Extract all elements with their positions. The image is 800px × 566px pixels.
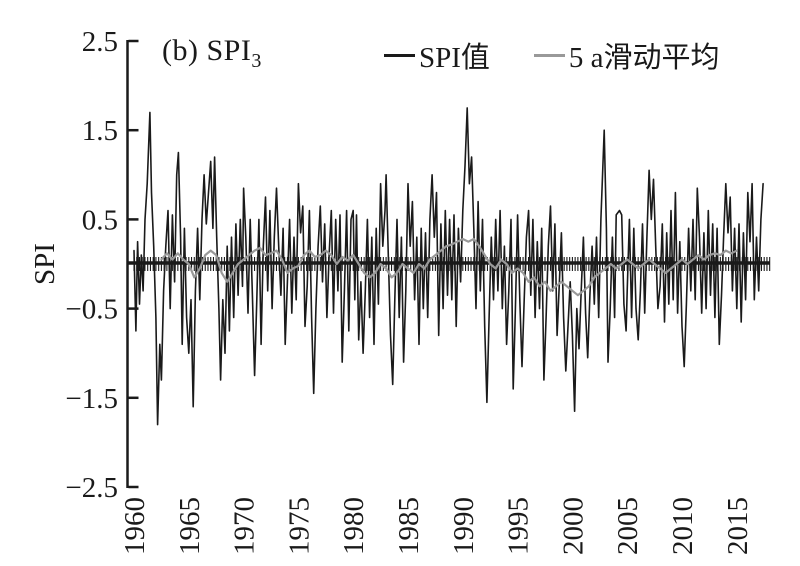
legend-label-moving-average: 5 a滑动平均	[568, 42, 720, 74]
x-tick-label: 1985	[393, 497, 425, 555]
x-tick-label: 1990	[448, 497, 480, 555]
panel-title: (b) SPI3	[162, 34, 262, 73]
y-tick-label: 0.5	[82, 204, 118, 236]
legend-item-spi: SPI值	[384, 34, 490, 76]
panel-title-main: (b) SPI	[162, 34, 252, 67]
x-tick-label: 1965	[174, 497, 206, 555]
spi-line-swatch-icon	[384, 53, 415, 57]
y-tick-label: −0.5	[65, 294, 118, 326]
moving-average-series-line	[160, 237, 738, 297]
y-tick-label: 2.5	[82, 26, 118, 58]
x-tick-label: 1975	[283, 497, 315, 555]
legend-label-spi: SPI值	[419, 42, 490, 74]
x-tick-label: 2000	[557, 497, 589, 555]
x-tick-label: 2005	[612, 497, 644, 555]
x-tick-label: 1970	[229, 497, 261, 555]
x-tick-label: 1960	[119, 497, 151, 555]
moving-average-line-swatch-icon	[533, 53, 565, 57]
panel-title-subscript: 3	[251, 50, 262, 72]
y-tick-label: −2.5	[65, 472, 118, 504]
x-tick-label: 1980	[338, 497, 370, 555]
x-tick-label: 2015	[722, 497, 754, 555]
legend: SPI值 5 a滑动平均	[384, 34, 720, 76]
legend-item-moving-average: 5 a滑动平均	[533, 34, 720, 76]
y-tick-label: 1.5	[82, 115, 118, 147]
x-tick-label: 1995	[503, 497, 535, 555]
x-tick-label: 2010	[667, 497, 699, 555]
y-tick-label: −1.5	[65, 383, 118, 415]
y-axis-title: SPI	[29, 243, 61, 285]
